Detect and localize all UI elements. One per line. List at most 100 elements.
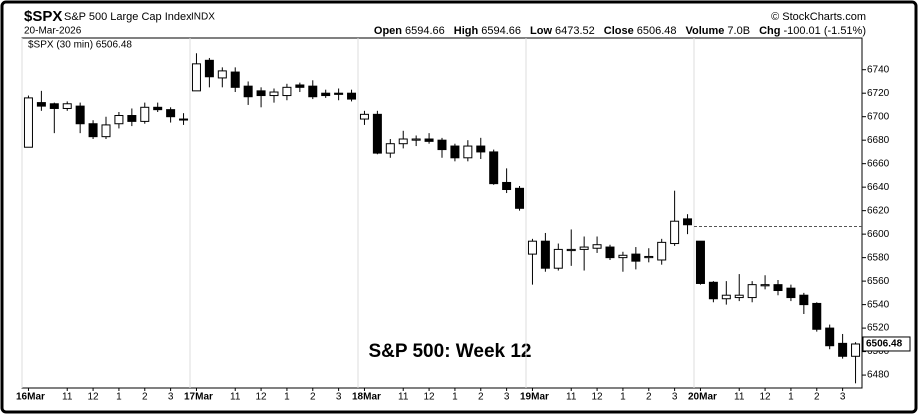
y-tick-label: 6700: [867, 111, 890, 122]
candle-body: [269, 91, 279, 97]
stat-value: 6594.66: [481, 25, 521, 37]
y-tick-label: 6480: [867, 370, 890, 381]
y-tick-label: 6720: [867, 88, 890, 99]
candle-body: [527, 240, 537, 255]
candle-body: [734, 294, 744, 299]
x-tick-label: 11: [734, 392, 745, 403]
candle-body: [566, 248, 576, 252]
x-tick-label: 2: [142, 392, 148, 403]
y-tick-label: 6740: [867, 64, 890, 75]
candle-body: [683, 218, 693, 226]
legend: $SPX (30 min) 6506.48: [28, 40, 132, 51]
x-tick-label: 17Mar: [184, 392, 213, 403]
stat-label: Low: [530, 25, 552, 37]
annotation: S&P 500: Week 12: [368, 341, 531, 362]
y-tick-label: 6500: [867, 346, 890, 357]
candle-body: [411, 138, 421, 141]
candle-body: [140, 106, 150, 122]
stat-label: Close: [604, 25, 634, 37]
y-tick-label: 6560: [867, 276, 890, 287]
candle-body: [838, 342, 848, 357]
candle-body: [385, 143, 395, 154]
x-tick-label: 11: [398, 392, 409, 403]
exchange: INDX: [191, 12, 215, 23]
x-tick-label: 11: [62, 392, 73, 403]
y-tick-label: 6660: [867, 158, 890, 169]
candle-body: [463, 145, 473, 159]
candle-body: [243, 85, 253, 98]
candle-body: [75, 105, 85, 125]
y-tick-label: 6520: [867, 323, 890, 334]
candle-body: [36, 102, 46, 107]
x-tick-label: 3: [672, 392, 678, 403]
candle-body: [670, 220, 680, 245]
candle-body: [644, 255, 654, 259]
x-tick-label: 3: [336, 392, 342, 403]
x-tick-label: 1: [788, 392, 794, 403]
y-tick-label: 6620: [867, 205, 890, 216]
candle-body: [88, 123, 98, 138]
candle-body: [308, 85, 318, 98]
candle-body: [618, 254, 628, 259]
candle-body: [825, 327, 835, 347]
candle-body: [631, 253, 641, 262]
x-tick-label: 3: [504, 392, 510, 403]
stat-value: 6473.52: [555, 25, 595, 37]
candle-body: [49, 103, 59, 109]
stat-value: 7.0B: [727, 25, 750, 37]
candle-body: [747, 284, 757, 299]
candle-body: [489, 151, 499, 185]
candle-body: [217, 70, 227, 79]
candle-body: [179, 118, 189, 121]
candle-body: [101, 124, 111, 138]
y-tick-label: 6680: [867, 135, 890, 146]
candle-body: [153, 106, 163, 111]
candle-body: [502, 181, 512, 191]
candle-body: [204, 59, 214, 78]
candle-body: [127, 115, 137, 122]
candle-body: [799, 294, 809, 306]
x-tick-label: 11: [230, 392, 241, 403]
candle-body: [721, 294, 731, 300]
y-tick-label: 6540: [867, 299, 890, 310]
stat-label: Open: [374, 25, 402, 37]
candle-body: [282, 86, 292, 97]
x-tick-label: 16Mar: [16, 392, 45, 403]
x-tick-label: 1: [620, 392, 626, 403]
stat-value: -100.01 (-1.51%): [783, 25, 866, 37]
x-tick-label: 12: [256, 392, 268, 403]
candle-body: [760, 284, 770, 287]
candle-body: [359, 113, 369, 120]
x-tick-label: 3: [168, 392, 174, 403]
x-tick-label: 1: [116, 392, 122, 403]
last-price-box: [862, 336, 911, 352]
candle-body: [851, 343, 861, 357]
candle-body: [592, 244, 602, 249]
candle-body: [437, 139, 447, 151]
index-name: S&P 500 Large Cap Index: [64, 11, 192, 23]
credit: © StockCharts.com: [771, 11, 866, 23]
candle-body: [773, 284, 783, 292]
stat-label: Volume: [686, 25, 725, 37]
x-tick-label: 18Mar: [352, 392, 381, 403]
candle-body: [334, 92, 344, 95]
x-tick-label: 3: [840, 392, 846, 403]
candle-body: [695, 240, 705, 284]
stat-value: 6506.48: [637, 25, 677, 37]
x-tick-label: 11: [566, 392, 577, 403]
stat-value: 6594.66: [405, 25, 445, 37]
y-tick-label: 6600: [867, 229, 890, 240]
x-tick-label: 2: [310, 392, 316, 403]
x-tick-label: 1: [452, 392, 458, 403]
x-tick-label: 2: [478, 392, 484, 403]
date: 20-Mar-2026: [24, 26, 82, 37]
candle-body: [605, 246, 615, 259]
candle-body: [256, 90, 266, 97]
candle-body: [657, 241, 667, 261]
candle-body: [230, 71, 240, 88]
symbol: $SPX: [24, 8, 62, 25]
candle-body: [424, 138, 434, 142]
stat-label: High: [454, 25, 479, 37]
